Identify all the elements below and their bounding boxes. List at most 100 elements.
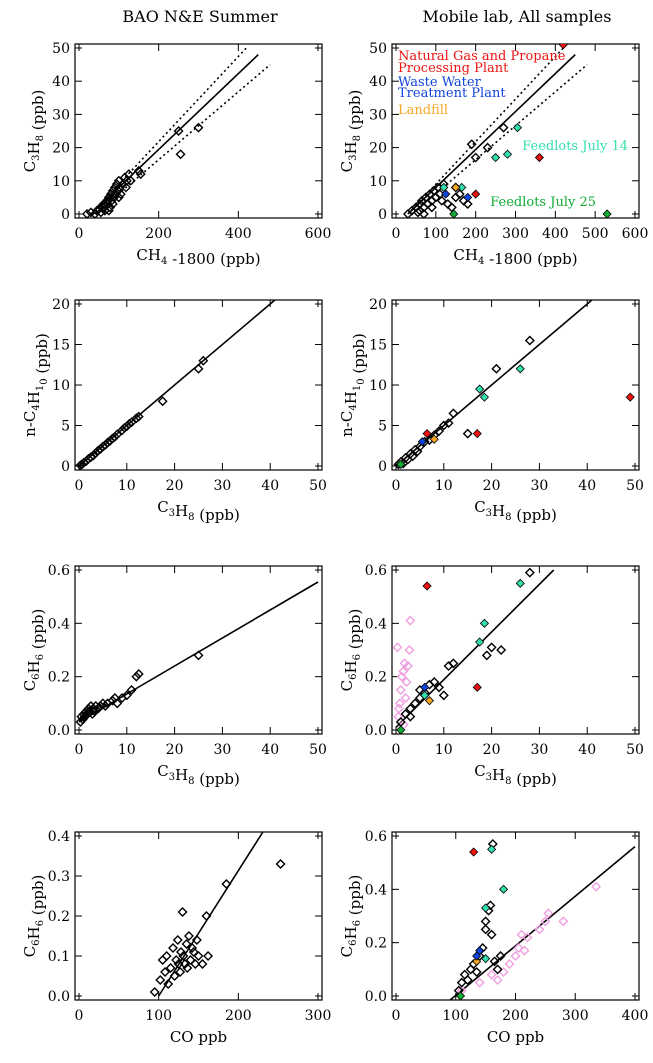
point-black (175, 947, 186, 957)
point-black (448, 658, 459, 669)
panel-7: 0 100 200 300 0.0 0.1 0.2 0.3 0.4 CO ppb C6H6 (ppb… (21, 829, 332, 1046)
x-tick-label: 50 (309, 478, 327, 494)
point-other (404, 645, 415, 655)
point-black (100, 701, 111, 711)
point-black (191, 935, 202, 945)
x-tick-label: 10 (435, 478, 453, 494)
data-points (453, 839, 602, 1000)
y-tick-label: 0.2 (48, 670, 70, 686)
point-other (522, 932, 533, 943)
point-black (495, 951, 506, 961)
y-tick-label: 0.6 (48, 563, 70, 579)
point-black (106, 195, 117, 206)
point-black (169, 971, 180, 981)
point-feedlot_july14 (457, 182, 467, 193)
point-black (405, 711, 416, 722)
y-tick-label: 0.4 (48, 616, 70, 632)
point-black (198, 355, 209, 366)
point-black (155, 975, 166, 985)
point-feedlot_july14 (487, 844, 497, 854)
y-axis-label: C6H6 (ppb) (338, 609, 364, 692)
point-natural_gas (469, 847, 479, 857)
point-black (489, 956, 500, 967)
fit-lines (448, 846, 636, 1000)
x-tick-label: 300 (305, 1008, 332, 1024)
point-other (486, 969, 497, 980)
point-feedlot_july14 (481, 954, 491, 964)
x-tick-label: 30 (530, 742, 548, 758)
point-black (168, 943, 178, 953)
y-tick-label: 0.1 (48, 949, 70, 965)
point-other (591, 881, 602, 892)
x-tick-label: 20 (166, 478, 184, 494)
point-black (443, 418, 454, 429)
point-other (534, 924, 545, 935)
x-tick-label: 200 (462, 226, 489, 242)
y-tick-label: 15 (52, 338, 70, 354)
data-points (149, 859, 286, 997)
x-tick-label: 40 (261, 742, 279, 758)
point-black (187, 943, 198, 953)
point-feedlot_july14 (498, 884, 509, 894)
x-tick-label: 30 (213, 742, 231, 758)
x-tick-label: 200 (502, 1008, 529, 1024)
x-tick-label: 300 (562, 1008, 589, 1024)
point-feedlot_july14 (475, 384, 485, 394)
plot-frame (74, 565, 323, 735)
point-black (486, 929, 497, 940)
annotation-feedlot_july14: Feedlots July 14 (522, 139, 628, 154)
annotation-landfill: Landfill (398, 103, 448, 118)
point-black (492, 964, 503, 975)
y-tick-label: 10 (369, 378, 387, 394)
point-black (471, 967, 482, 977)
x-tick-label: 20 (483, 742, 501, 758)
point-black (173, 959, 184, 969)
point-black (105, 202, 116, 213)
point-other (516, 929, 527, 940)
point-black (173, 126, 184, 136)
y-tick-label: 10 (52, 174, 70, 190)
y-axis-label: C6H6 (ppb) (338, 875, 364, 958)
point-black (438, 690, 449, 701)
annotation-waste_water: Treatment Plant (398, 86, 506, 101)
x-tick-label: 20 (166, 742, 184, 758)
x-tick-label: 500 (582, 226, 609, 242)
point-other (474, 977, 485, 988)
point-natural_gas (534, 152, 544, 163)
point-black (121, 690, 132, 701)
point-black (459, 969, 470, 980)
point-black (165, 963, 176, 973)
column-title-right: Mobile lab, All samples (423, 7, 612, 26)
dotted-line (94, 63, 271, 215)
plot-frame (74, 299, 323, 471)
point-black (462, 199, 473, 210)
fit-line (407, 54, 576, 215)
point-black (486, 642, 497, 653)
point-black (410, 698, 421, 709)
point-black (107, 199, 118, 210)
point-black (125, 175, 136, 186)
point-feedlot_july14 (515, 364, 525, 374)
x-tick-label: 20 (483, 478, 501, 494)
x-tick-label: 0 (392, 1008, 401, 1024)
point-black (466, 139, 477, 150)
point-black (157, 396, 168, 407)
point-black (182, 963, 193, 973)
y-axis-label: C6H6 (ppb) (21, 875, 47, 958)
point-black (498, 122, 509, 133)
data-points (75, 355, 209, 470)
x-tick-label: 30 (213, 478, 231, 494)
x-tick-label: 200 (145, 226, 172, 242)
x-axis-label: C3H8 (ppb) (474, 762, 557, 788)
point-landfill (429, 434, 439, 444)
x-tick-label: 0 (75, 742, 84, 758)
annotation-feedlot_july25: Feedlots July 25 (490, 195, 596, 210)
point-black (79, 711, 90, 722)
y-tick-label: 0.3 (48, 869, 70, 885)
point-black (161, 951, 172, 961)
point-black (107, 695, 118, 706)
point-natural_gas (471, 189, 481, 199)
point-black (190, 959, 201, 969)
x-axis-label: CH4 -1800 (ppb) (453, 246, 577, 268)
x-tick-label: 0 (392, 226, 401, 242)
